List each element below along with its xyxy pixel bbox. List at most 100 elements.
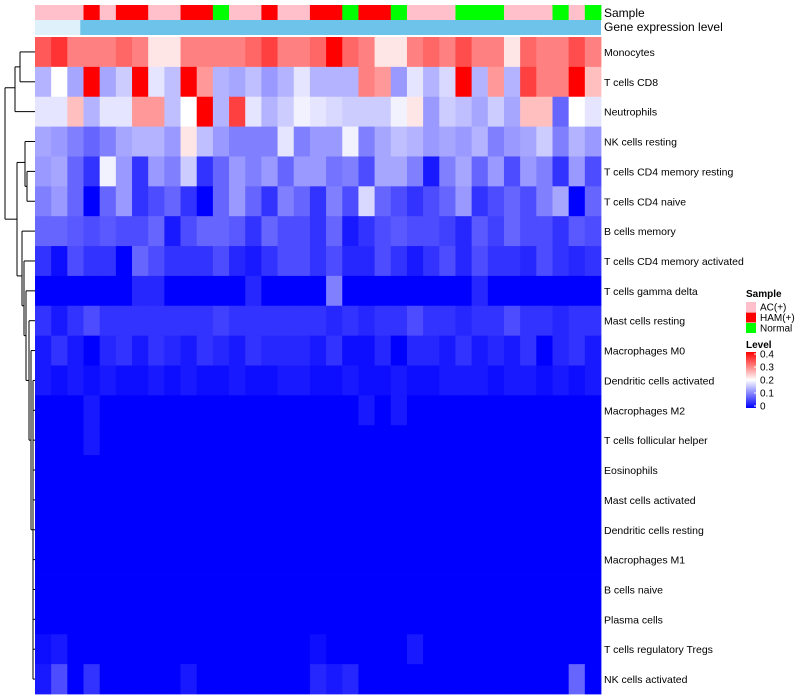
heatmap-cell (164, 275, 181, 307)
heatmap-cell (293, 664, 311, 695)
heatmap-cell (51, 156, 68, 187)
heatmap-cell (83, 395, 101, 426)
heatmap-cell (67, 455, 84, 486)
heatmap-cell (503, 216, 521, 247)
heatmap-cell (277, 604, 295, 635)
heatmap-cell (196, 126, 214, 157)
heatmap-cell (35, 604, 52, 635)
row-label: B cells memory (604, 226, 677, 238)
row-label: Eosinophils (604, 465, 658, 477)
heatmap-cell (293, 37, 311, 68)
sample-annotation-cell (487, 5, 505, 20)
heatmap-cell (51, 275, 68, 307)
heatmap-cell (35, 216, 52, 247)
heatmap-cell (536, 455, 553, 486)
heatmap-cell (520, 514, 537, 546)
heatmap-cell (132, 425, 149, 456)
heatmap-cell (67, 37, 84, 68)
heatmap-cell (51, 395, 68, 426)
heatmap-cell (115, 514, 133, 546)
heatmap-cell (51, 484, 68, 516)
heatmap-cell (342, 544, 359, 575)
sample-annotation-cell (455, 5, 473, 20)
heatmap-cell (568, 365, 586, 396)
heatmap-cell (83, 246, 101, 277)
heatmap-cell (277, 246, 295, 277)
heatmap-cell (164, 484, 181, 516)
heatmap-cell (277, 425, 295, 456)
heatmap-cell (277, 395, 295, 426)
heatmap-cell (261, 66, 278, 98)
heatmap-cell (83, 664, 101, 695)
heatmap-cell (568, 634, 586, 665)
heatmap-cell (439, 514, 456, 546)
heatmap-cell (358, 66, 375, 98)
heatmap-cell (326, 514, 343, 546)
row-label: Macrophages M1 (604, 555, 685, 567)
heatmap-cell (245, 365, 262, 396)
heatmap-cell (520, 574, 537, 605)
heatmap-cell (342, 365, 359, 396)
sample-annotation-cell (568, 5, 586, 20)
sample-annotation-cell (212, 5, 230, 20)
heatmap-cell (277, 514, 295, 546)
heatmap-cell (342, 275, 359, 307)
heatmap-cell (115, 544, 133, 575)
heatmap-cell (552, 484, 570, 516)
heatmap-cell (584, 216, 602, 247)
heatmap-cell (439, 246, 456, 277)
heatmap-cell (455, 664, 473, 695)
heatmap-cell (67, 275, 84, 307)
heatmap-cell (471, 544, 489, 575)
heatmap-cell (374, 156, 392, 187)
heatmap-cell (83, 186, 101, 217)
heatmap-cell (293, 275, 311, 307)
heatmap-cell (164, 216, 181, 247)
heatmap-cell (309, 335, 327, 366)
heatmap-cell (277, 544, 295, 575)
heatmap-cell (67, 66, 84, 98)
heatmap-cell (196, 305, 214, 337)
heatmap-cell (471, 335, 489, 366)
heatmap-cell (455, 544, 473, 575)
heatmap-cell (536, 365, 553, 396)
heatmap-cell (487, 186, 505, 217)
heatmap-cell (390, 634, 408, 665)
heatmap-cell (503, 544, 521, 575)
heatmap-cell (293, 96, 311, 127)
heatmap-cell (261, 216, 278, 247)
heatmap-cell (358, 305, 375, 337)
heatmap-cell (115, 455, 133, 486)
heatmap-cell (277, 96, 295, 127)
heatmap-cell (35, 186, 52, 217)
heatmap-cell (455, 126, 473, 157)
heatmap-cell (584, 664, 602, 695)
heatmap-cell (471, 634, 489, 665)
heatmap-cell (115, 574, 133, 605)
heatmap-cell (536, 216, 553, 247)
sample-annotation-cell (406, 5, 424, 20)
heatmap-cell (229, 246, 246, 277)
sample-annotation-cell (132, 5, 149, 20)
heatmap-cell (309, 634, 327, 665)
heatmap-cell (423, 305, 440, 337)
sample-annotation-cell (51, 5, 68, 20)
heatmap-cell (115, 156, 133, 187)
heatmap-cell (374, 514, 392, 546)
heatmap-cell (471, 37, 489, 68)
heatmap-cell (487, 544, 505, 575)
heatmap-cell (309, 604, 327, 635)
heatmap-cell (390, 216, 408, 247)
heatmap-cell (180, 425, 198, 456)
heatmap-cell (148, 395, 165, 426)
heatmap-cell (309, 664, 327, 695)
heatmap-cell (51, 186, 68, 217)
heatmap-cell (261, 365, 278, 396)
heatmap-cell (196, 455, 214, 486)
heatmap-cell (115, 425, 133, 456)
heatmap-cell (584, 96, 602, 127)
heatmap-cell (406, 664, 424, 695)
row-label: Monocytes (604, 47, 655, 59)
heatmap-cell (99, 126, 117, 157)
heatmap-cell (148, 574, 165, 605)
